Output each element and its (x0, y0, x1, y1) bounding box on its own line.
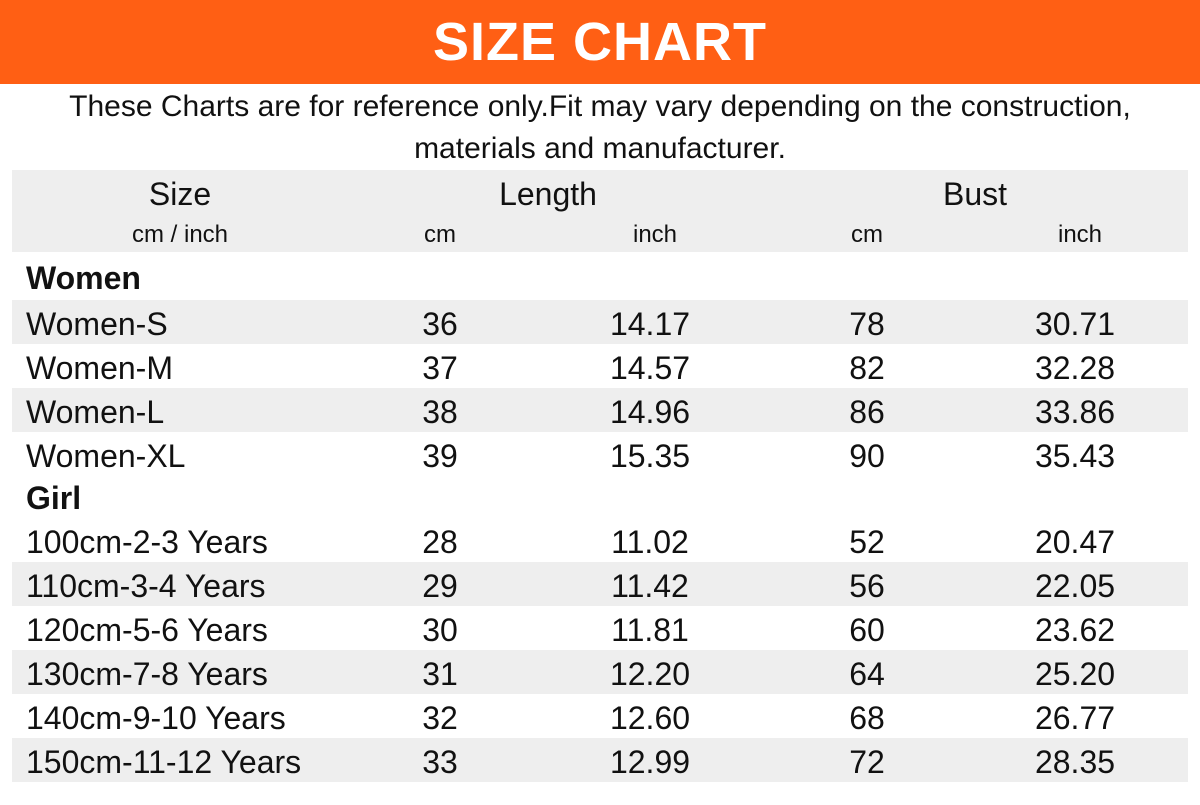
cell-length-inch: 11.81 (611, 612, 689, 648)
cell-length-cm: 30 (422, 612, 458, 648)
cell-size: Women-XL (26, 438, 186, 474)
cell-length-cm: 39 (422, 438, 458, 474)
cell-bust-inch: 33.86 (1034, 394, 1116, 430)
cell-length-inch: 14.96 (609, 394, 691, 430)
cell-bust-inch: 23.62 (1034, 612, 1116, 648)
cell-length-cm: 38 (422, 394, 458, 430)
reference-note-line-1: These Charts are for reference only.Fit … (69, 90, 1131, 123)
cell-length-cm: 36 (422, 306, 458, 342)
cell-length-cm: 28 (422, 524, 458, 560)
header-length: Length (499, 176, 597, 212)
page-title: SIZE CHART (433, 12, 767, 72)
table-row: Women-M 37 14.57 82 32.28 (12, 344, 1188, 388)
cell-bust-inch: 30.71 (1034, 306, 1116, 342)
cell-size: 150cm-11-12 Years (26, 744, 302, 780)
cell-bust-cm: 60 (849, 612, 885, 648)
header-length-inch: inch (632, 221, 678, 248)
cell-bust-inch: 35.43 (1034, 438, 1116, 474)
cell-length-cm: 32 (422, 700, 458, 736)
cell-bust-inch: 22.05 (1034, 568, 1116, 604)
cell-bust-inch: 26.77 (1034, 700, 1116, 736)
header-length-cm: cm (424, 221, 456, 248)
cell-bust-cm: 68 (849, 700, 885, 736)
cell-bust-inch: 32.28 (1034, 350, 1116, 386)
table-row: 100cm-2-3 Years 28 11.02 52 20.47 (12, 518, 1188, 562)
table-row: Women-L 38 14.96 86 33.86 (12, 388, 1188, 432)
header-size: Size (148, 176, 212, 212)
cell-length-inch: 12.99 (609, 744, 691, 780)
cell-size: Women-S (26, 306, 168, 342)
table-row: Women-XL 39 15.35 90 35.43 (12, 432, 1188, 476)
cell-bust-cm: 64 (849, 656, 885, 692)
header-bust-cm: cm (851, 221, 883, 248)
cell-length-cm: 29 (422, 568, 458, 604)
cell-bust-inch: 25.20 (1034, 656, 1116, 692)
header-size-unit: cm / inch (131, 221, 229, 248)
cell-bust-cm: 90 (849, 438, 885, 474)
table-header (12, 170, 1188, 252)
cell-length-cm: 33 (422, 744, 458, 780)
cell-bust-cm: 78 (849, 306, 885, 342)
cell-bust-cm: 82 (849, 350, 885, 386)
header-bust-inch: inch (1057, 221, 1103, 248)
cell-length-cm: 37 (422, 350, 458, 386)
cell-length-inch: 12.60 (609, 700, 691, 736)
cell-size: 100cm-2-3 Years (26, 524, 268, 560)
cell-size: Women-M (26, 350, 173, 386)
cell-bust-cm: 72 (849, 744, 885, 780)
cell-length-inch: 14.57 (609, 350, 691, 386)
group-label-women: Women (26, 260, 141, 296)
table-row: 120cm-5-6 Years 30 11.81 60 23.62 (12, 606, 1188, 650)
cell-length-inch: 15.35 (609, 438, 691, 474)
table-row: Women-S 36 14.17 78 30.71 (12, 300, 1188, 344)
cell-bust-cm: 56 (849, 568, 885, 604)
cell-bust-cm: 52 (849, 524, 885, 560)
cell-bust-inch: 28.35 (1034, 744, 1116, 780)
table-row: 150cm-11-12 Years 33 12.99 72 28.35 (12, 738, 1188, 782)
cell-bust-inch: 20.47 (1034, 524, 1116, 560)
cell-size: 110cm-3-4 Years (26, 568, 266, 604)
group-label-girl: Girl (26, 480, 82, 516)
cell-size: 120cm-5-6 Years (26, 612, 268, 648)
reference-note: These Charts are for reference only.Fit … (0, 86, 1200, 170)
cell-bust-cm: 86 (849, 394, 885, 430)
cell-size: 130cm-7-8 Years (26, 656, 268, 692)
cell-size: Women-L (26, 394, 165, 430)
cell-length-cm: 31 (422, 656, 458, 692)
cell-length-inch: 14.17 (609, 306, 691, 342)
cell-length-inch: 12.20 (609, 656, 691, 692)
title-banner: SIZE CHART (0, 0, 1200, 84)
cell-length-inch: 11.42 (611, 568, 689, 604)
cell-length-inch: 11.02 (611, 524, 689, 560)
table-row: 130cm-7-8 Years 31 12.20 64 25.20 (12, 650, 1188, 694)
table-row: 110cm-3-4 Years 29 11.42 56 22.05 (12, 562, 1188, 606)
cell-size: 140cm-9-10 Years (26, 700, 286, 736)
header-bust: Bust (942, 176, 1008, 212)
reference-note-line-2: materials and manufacturer. (414, 132, 786, 165)
table-row: 140cm-9-10 Years 32 12.60 68 26.77 (12, 694, 1188, 738)
